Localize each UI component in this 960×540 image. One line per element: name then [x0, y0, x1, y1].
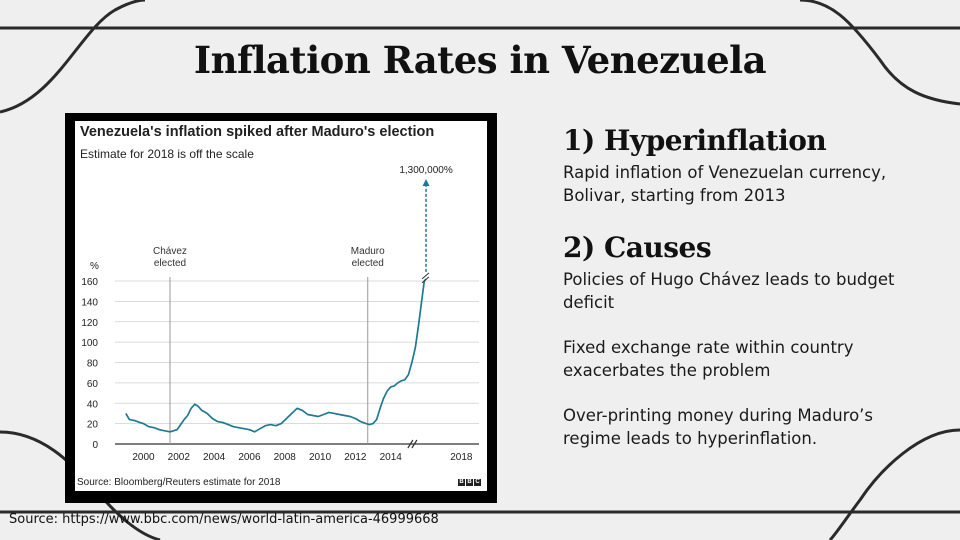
- axis-break-mark: [407, 439, 414, 449]
- x-tick-label: 2004: [203, 452, 226, 463]
- x-tick-label: 2006: [238, 452, 261, 463]
- top-left-curve: [0, 0, 146, 114]
- point-text: Fixed exchange rate within country exace…: [563, 338, 854, 380]
- point-heading: 1) Hyperinflation: [563, 124, 827, 157]
- x-tick-label: 2012: [344, 452, 367, 463]
- chart-title: Venezuela's inflation spiked after Madur…: [80, 124, 435, 140]
- y-tick-label: 160: [81, 277, 98, 288]
- x-tick-label: 2014: [380, 452, 403, 463]
- point-text: Policies of Hugo Chávez leads to budget …: [563, 270, 895, 312]
- chart-frame: Venezuela's inflation spiked after Madur…: [65, 113, 497, 503]
- inflation-series-line: [125, 278, 427, 433]
- inflation-line-chart: 0 20 40 60 80 100 120 140 160% 2000 2002 2004 2006 20…: [81, 165, 479, 463]
- y-tick-label: 60: [87, 379, 99, 390]
- off-scale-label: 1,300,000%: [399, 165, 452, 176]
- chart-source: Source: Bloomberg/Reuters estimate for 2…: [77, 477, 281, 488]
- y-tick-label: 120: [81, 318, 98, 329]
- annotation-label: elected: [154, 258, 186, 269]
- x-tick-label: 2018: [450, 452, 473, 463]
- y-tick-label: 80: [87, 359, 99, 370]
- point-causes: 2) Causes Policies of Hugo Chávez leads …: [563, 231, 933, 450]
- bottom-right-curve: [828, 428, 960, 540]
- series-break-mark: [421, 276, 430, 284]
- chart-panel: Venezuela's inflation spiked after Madur…: [75, 121, 487, 491]
- x-tick-label: 2002: [168, 452, 191, 463]
- bbc-logo-letter: C: [474, 479, 481, 486]
- annotation-label: Maduro: [351, 246, 385, 257]
- point-heading: 2) Causes: [563, 231, 712, 264]
- axis-break-mark: [411, 439, 418, 449]
- y-axis-label: %: [90, 261, 99, 272]
- y-tick-label: 140: [81, 297, 98, 308]
- slide-title: Inflation Rates in Venezuela: [193, 38, 767, 82]
- annotation-label: Chávez: [153, 246, 187, 257]
- slide-source: Source: https://www.bbc.com/news/world-l…: [9, 512, 439, 527]
- bbc-logo: B B C: [458, 479, 481, 486]
- bbc-logo-letter: B: [458, 479, 465, 486]
- bbc-logo-letter: B: [466, 479, 473, 486]
- x-tick-label: 2000: [132, 452, 155, 463]
- y-tick-label: 100: [81, 338, 98, 349]
- y-tick-label: 0: [92, 440, 98, 451]
- annotation-label: elected: [352, 258, 384, 269]
- point-text: Over-printing money during Maduro’s regi…: [563, 406, 874, 448]
- x-tick-label: 2008: [274, 452, 297, 463]
- x-tick-label: 2010: [309, 452, 332, 463]
- top-right-curve: [799, 0, 960, 106]
- series-break-mark: [421, 272, 430, 280]
- off-scale-arrow: [422, 179, 430, 186]
- chart-subtitle: Estimate for 2018 is off the scale: [80, 147, 254, 161]
- y-tick-label: 20: [87, 420, 99, 431]
- point-text: Rapid inflation of Venezuelan currency, …: [563, 163, 887, 205]
- y-tick-label: 40: [87, 399, 99, 410]
- point-hyperinflation: 1) Hyperinflation Rapid inflation of Ven…: [563, 124, 933, 207]
